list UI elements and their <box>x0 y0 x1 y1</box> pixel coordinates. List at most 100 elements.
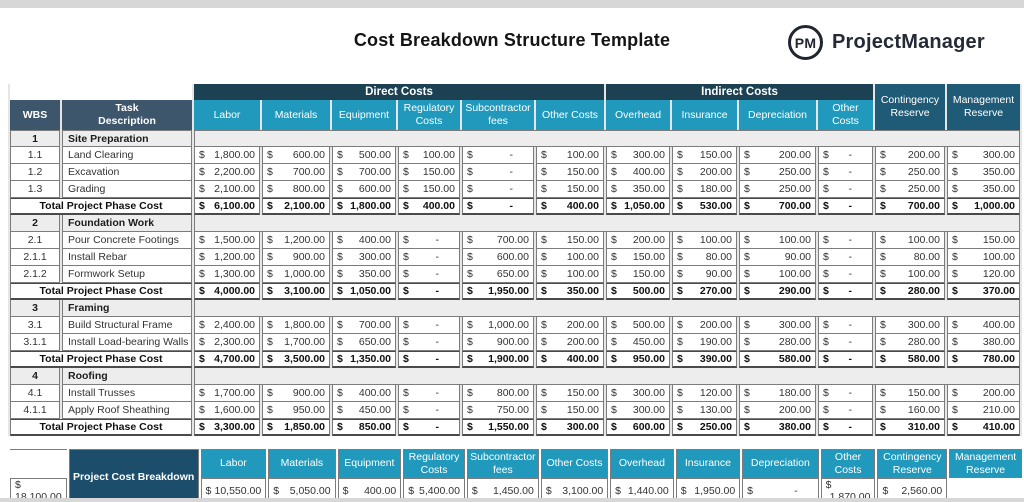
wbs-cell[interactable]: 1 <box>10 130 60 147</box>
money-cell[interactable]: $530.00 <box>672 198 737 215</box>
money-cell[interactable]: $1,800.00 <box>262 317 330 334</box>
money-cell[interactable]: $700.00 <box>262 164 330 181</box>
money-cell[interactable]: $ - <box>398 317 460 334</box>
money-cell[interactable]: $100.00 <box>875 266 945 283</box>
money-cell[interactable]: $1,200.00 <box>262 232 330 249</box>
money-cell[interactable]: $1,800.00 <box>194 147 260 164</box>
money-cell[interactable]: $ - <box>818 249 873 266</box>
money-cell[interactable]: $1,950.00 <box>462 283 534 300</box>
money-cell[interactable]: $80.00 <box>875 249 945 266</box>
money-cell[interactable]: $300.00 <box>332 249 396 266</box>
money-cell[interactable]: $4,000.00 <box>194 283 260 300</box>
wbs-cell[interactable]: 2.1.2 <box>10 266 60 283</box>
section-name-cell[interactable]: Foundation Work <box>62 215 192 232</box>
task-cell[interactable]: Install Load-bearing Walls <box>62 334 192 351</box>
money-cell[interactable]: $300.00 <box>606 385 670 402</box>
money-cell[interactable]: $600.00 <box>262 147 330 164</box>
money-cell[interactable]: $350.00 <box>947 164 1020 181</box>
wbs-cell[interactable]: 2 <box>10 215 60 232</box>
money-cell[interactable]: $150.00 <box>606 249 670 266</box>
money-cell[interactable]: $ - <box>818 198 873 215</box>
money-cell[interactable]: $ - <box>818 402 873 419</box>
money-cell[interactable]: $380.00 <box>947 334 1020 351</box>
money-cell[interactable]: $ - <box>462 164 534 181</box>
money-cell[interactable]: $900.00 <box>262 385 330 402</box>
money-cell[interactable]: $5,050.00 <box>268 478 336 502</box>
money-cell[interactable]: $300.00 <box>536 419 604 436</box>
section-name-cell[interactable]: Site Preparation <box>62 130 192 147</box>
money-cell[interactable]: $300.00 <box>606 147 670 164</box>
money-cell[interactable]: $2,400.00 <box>194 317 260 334</box>
money-cell[interactable]: $ - <box>398 402 460 419</box>
money-cell[interactable]: $300.00 <box>875 317 945 334</box>
money-cell[interactable]: $580.00 <box>875 351 945 368</box>
money-cell[interactable]: $ - <box>462 147 534 164</box>
money-cell[interactable]: $90.00 <box>739 249 816 266</box>
money-cell[interactable]: $2,560.00 <box>877 478 948 502</box>
money-cell[interactable]: $500.00 <box>332 147 396 164</box>
money-cell[interactable]: $ - <box>818 232 873 249</box>
money-cell[interactable]: $1,700.00 <box>194 385 260 402</box>
money-cell[interactable]: $350.00 <box>536 283 604 300</box>
money-cell[interactable]: $100.00 <box>947 249 1020 266</box>
money-cell[interactable]: $ - <box>818 385 873 402</box>
money-cell[interactable]: $200.00 <box>672 164 737 181</box>
money-cell[interactable]: $250.00 <box>875 164 945 181</box>
money-cell[interactable]: $500.00 <box>606 283 670 300</box>
money-cell[interactable]: $250.00 <box>875 181 945 198</box>
money-cell[interactable]: $580.00 <box>739 351 816 368</box>
wbs-cell[interactable]: 4 <box>10 368 60 385</box>
money-cell[interactable]: $200.00 <box>739 147 816 164</box>
money-cell[interactable]: $1,900.00 <box>462 351 534 368</box>
money-cell[interactable]: $900.00 <box>462 334 534 351</box>
money-cell[interactable]: $1,870.00 <box>820 478 876 502</box>
money-cell[interactable]: $180.00 <box>739 385 816 402</box>
money-cell[interactable]: $ - <box>818 334 873 351</box>
money-cell[interactable]: $780.00 <box>947 351 1020 368</box>
money-cell[interactable]: $ - <box>818 266 873 283</box>
money-cell[interactable]: $ - <box>398 351 460 368</box>
money-cell[interactable]: $180.00 <box>672 181 737 198</box>
money-cell[interactable]: $150.00 <box>672 147 737 164</box>
money-cell[interactable]: $ - <box>818 317 873 334</box>
money-cell[interactable]: $1,000.00 <box>947 198 1020 215</box>
money-cell[interactable]: $1,600.00 <box>194 402 260 419</box>
money-cell[interactable]: $150.00 <box>606 266 670 283</box>
section-name-cell[interactable]: Roofing <box>62 368 192 385</box>
money-cell[interactable]: $1,550.00 <box>462 419 534 436</box>
money-cell[interactable]: $1,000.00 <box>262 266 330 283</box>
money-cell[interactable]: $ - <box>462 181 534 198</box>
money-cell[interactable]: $150.00 <box>875 385 945 402</box>
money-cell[interactable]: $950.00 <box>262 402 330 419</box>
money-cell[interactable]: $ - <box>398 419 460 436</box>
money-cell[interactable]: $1,500.00 <box>194 232 260 249</box>
money-cell[interactable]: $400.00 <box>536 351 604 368</box>
money-cell[interactable]: $5,400.00 <box>403 478 465 502</box>
money-cell[interactable]: $150.00 <box>398 164 460 181</box>
wbs-cell[interactable]: 2.1.1 <box>10 249 60 266</box>
money-cell[interactable]: $1,450.00 <box>466 478 539 502</box>
money-cell[interactable]: $600.00 <box>332 181 396 198</box>
money-cell[interactable]: $450.00 <box>606 334 670 351</box>
money-cell[interactable]: $ - <box>818 147 873 164</box>
money-cell[interactable]: $1,700.00 <box>262 334 330 351</box>
money-cell[interactable]: $650.00 <box>462 266 534 283</box>
money-cell[interactable]: $100.00 <box>536 147 604 164</box>
money-cell[interactable]: $950.00 <box>606 351 670 368</box>
money-cell[interactable]: $150.00 <box>398 181 460 198</box>
section-name-cell[interactable]: Framing <box>62 300 192 317</box>
money-cell[interactable]: $1,300.00 <box>194 266 260 283</box>
money-cell[interactable]: $350.00 <box>947 181 1020 198</box>
money-cell[interactable]: $190.00 <box>672 334 737 351</box>
money-cell[interactable]: $1,350.00 <box>332 351 396 368</box>
task-cell[interactable]: Land Clearing <box>62 147 192 164</box>
wbs-cell[interactable]: 1.2 <box>10 164 60 181</box>
money-cell[interactable]: $150.00 <box>947 232 1020 249</box>
wbs-cell[interactable]: 2.1 <box>10 232 60 249</box>
money-cell[interactable]: $3,500.00 <box>262 351 330 368</box>
wbs-cell[interactable]: 4.1.1 <box>10 402 60 419</box>
money-cell[interactable]: $2,100.00 <box>194 181 260 198</box>
wbs-cell[interactable]: 3.1 <box>10 317 60 334</box>
money-cell[interactable]: $160.00 <box>875 402 945 419</box>
money-cell[interactable]: $800.00 <box>462 385 534 402</box>
